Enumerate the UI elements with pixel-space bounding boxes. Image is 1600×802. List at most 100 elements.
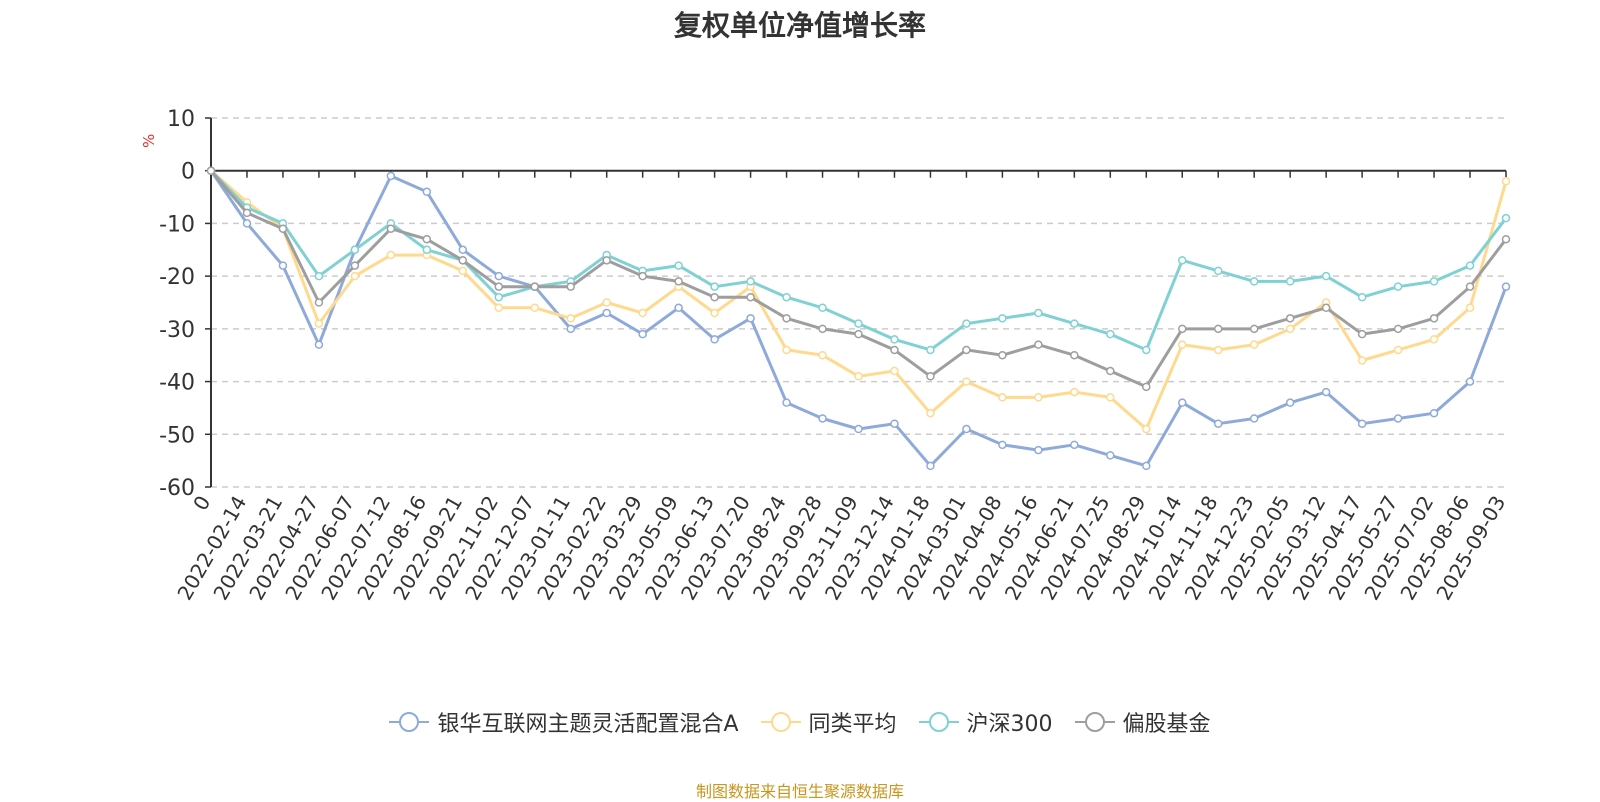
data-point <box>782 398 791 407</box>
data-point <box>1357 292 1367 302</box>
legend-item[interactable]: 银华互联网主题灵活配置混合A <box>389 706 739 738</box>
data-point <box>1321 271 1331 281</box>
data-point <box>1285 314 1295 323</box>
data-point <box>422 245 432 255</box>
data-point <box>818 324 827 334</box>
data-point <box>818 350 827 360</box>
data-point <box>1393 345 1403 355</box>
data-point <box>890 419 899 428</box>
data-point <box>314 319 324 328</box>
data-point <box>1501 234 1511 244</box>
data-point <box>566 314 575 323</box>
data-point <box>1142 424 1151 434</box>
legend-label: 沪深300 <box>966 712 1053 737</box>
data-point <box>746 277 755 286</box>
data-point <box>566 282 575 291</box>
data-point <box>1393 282 1403 291</box>
y-tick-label: 10 <box>167 107 195 132</box>
y-tick-label: -50 <box>159 423 195 448</box>
data-point <box>710 335 719 344</box>
data-point <box>1357 356 1367 365</box>
data-point <box>998 314 1007 323</box>
data-point <box>1249 414 1259 423</box>
data-point <box>1213 345 1223 355</box>
data-point <box>458 266 468 276</box>
data-point <box>854 329 863 339</box>
series-line-1 <box>209 169 1508 468</box>
data-point <box>1465 303 1475 313</box>
data-point <box>1070 319 1079 328</box>
data-point <box>926 372 935 381</box>
data-point <box>314 340 324 349</box>
data-point <box>1429 408 1439 418</box>
data-point <box>638 308 647 318</box>
data-point <box>494 292 504 302</box>
data-point <box>1034 308 1043 318</box>
data-point <box>530 282 539 291</box>
data-point <box>890 345 899 355</box>
data-point <box>1249 277 1259 286</box>
legend-item[interactable]: 偏股基金 <box>1074 706 1211 738</box>
y-tick-label: -60 <box>159 476 195 501</box>
line-chart: 100-10-20-30-40-50-6002022-02-142022-03-… <box>159 107 1511 604</box>
data-point <box>386 250 396 260</box>
data-point <box>1070 440 1079 450</box>
data-point <box>1501 213 1511 223</box>
data-point <box>746 314 755 323</box>
data-point <box>746 292 755 302</box>
legend-label: 偏股基金 <box>1122 712 1211 737</box>
data-point <box>1429 277 1439 286</box>
data-point <box>602 256 611 265</box>
data-point <box>1213 266 1223 276</box>
data-point <box>278 224 288 233</box>
data-point <box>422 187 432 197</box>
data-point <box>1142 461 1151 471</box>
data-point <box>638 271 647 281</box>
data-point <box>998 393 1007 402</box>
data-point <box>1178 256 1187 265</box>
data-point <box>782 292 791 302</box>
data-point <box>1178 398 1187 407</box>
data-point <box>206 166 216 175</box>
data-point <box>1213 324 1223 334</box>
data-point <box>1357 329 1367 339</box>
data-point <box>1429 335 1439 344</box>
data-point <box>710 292 719 302</box>
data-point <box>1213 419 1223 428</box>
data-point <box>926 345 935 355</box>
legend-label: 同类平均 <box>808 712 897 737</box>
legend: 银华互联网主题灵活配置混合A 同类平均 沪深300 偏股基金 <box>0 706 1600 738</box>
data-point <box>926 408 935 418</box>
data-point <box>962 319 971 328</box>
data-point <box>1465 377 1475 386</box>
data-point <box>710 308 719 318</box>
legend-item[interactable]: 同类平均 <box>760 706 897 738</box>
data-point <box>1142 382 1151 392</box>
data-point <box>1465 282 1475 291</box>
data-point <box>962 377 971 386</box>
y-tick-label: -40 <box>159 371 195 396</box>
data-point <box>638 329 647 339</box>
data-point <box>314 271 324 281</box>
data-point <box>350 261 360 270</box>
data-point <box>1249 340 1259 349</box>
data-point <box>818 303 827 313</box>
data-point <box>674 261 683 270</box>
legend-item[interactable]: 沪深300 <box>918 706 1053 738</box>
data-point <box>710 282 719 291</box>
data-point <box>242 208 252 218</box>
data-point <box>350 245 360 255</box>
data-point <box>386 171 396 181</box>
data-point <box>1465 261 1475 270</box>
data-point <box>1178 324 1187 334</box>
legend-line-circle-icon <box>389 712 430 732</box>
data-point <box>1106 366 1115 376</box>
chart-title: 复权单位净值增长率 <box>673 9 926 42</box>
data-point <box>1106 329 1115 339</box>
data-point <box>1106 393 1115 402</box>
data-point <box>890 335 899 344</box>
data-point <box>458 245 468 255</box>
data-point <box>494 271 504 281</box>
data-point <box>1501 177 1511 186</box>
legend-label: 银华互联网主题灵活配置混合A <box>437 712 739 737</box>
